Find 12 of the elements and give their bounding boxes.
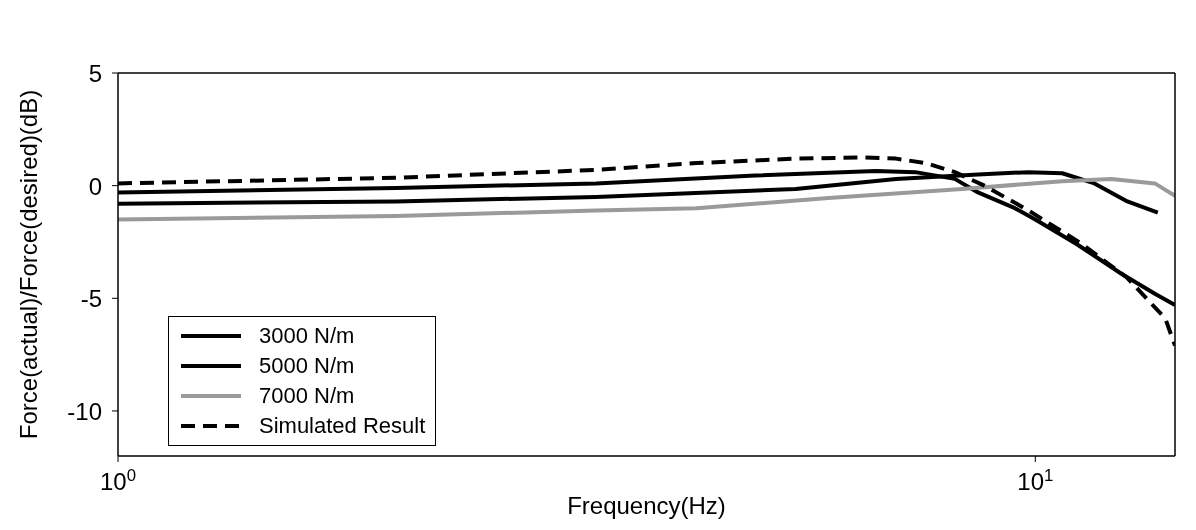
legend-label: 3000 N/m xyxy=(259,323,355,349)
x-tick-label: 10$^{0}$ xyxy=(99,465,137,495)
x-axis-title: Frequency(Hz) xyxy=(567,492,726,519)
legend-label: Simulated Result xyxy=(259,413,426,439)
y-tick-label: -5 xyxy=(80,285,102,313)
legend-label: 5000 N/m xyxy=(259,353,355,379)
x-tick-label: 10$^{1}$ xyxy=(1017,465,1054,495)
y-tick-label: 0 xyxy=(88,172,102,200)
legend-label: 7000 N/m xyxy=(259,383,355,409)
y-axis-title: Force(actual)/Force(desired)(dB) xyxy=(14,89,42,440)
y-tick-label: 5 xyxy=(88,60,102,87)
y-tick-label: -10 xyxy=(67,397,102,425)
